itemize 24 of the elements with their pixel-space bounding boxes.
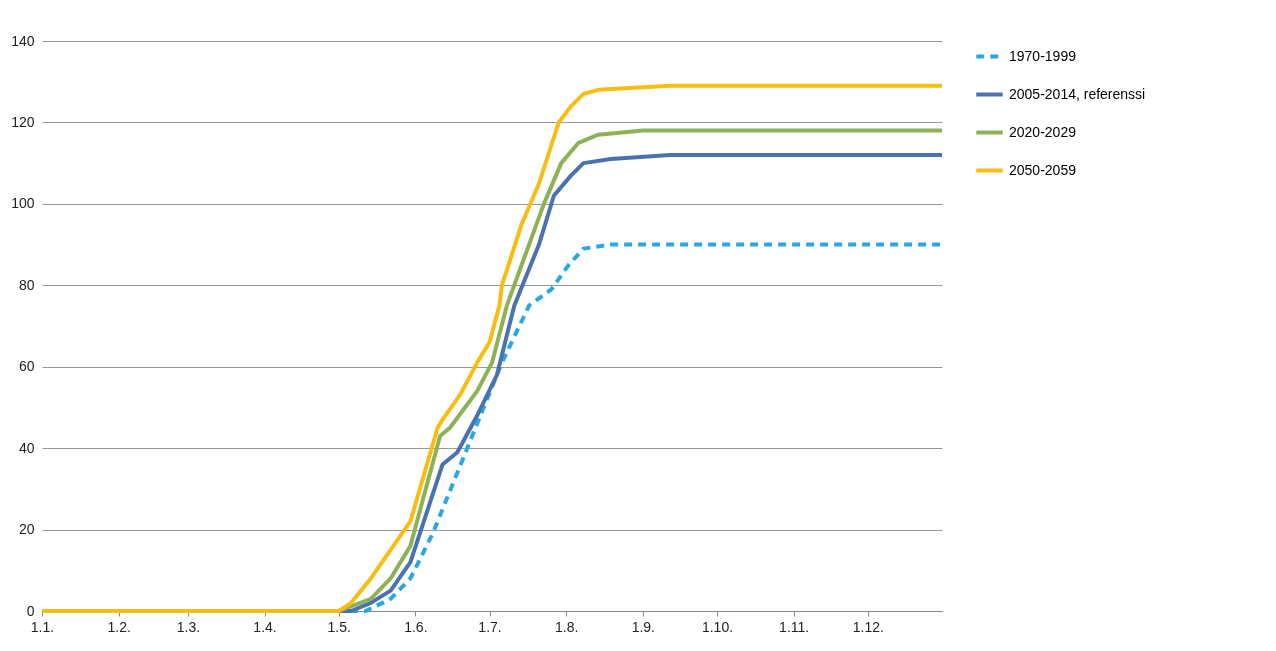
- y-tick-label: 40: [18, 439, 35, 456]
- y-tick-label: 0: [26, 602, 35, 619]
- y-tick-label: 60: [18, 358, 35, 375]
- x-tick-label: 1.6.: [404, 618, 428, 635]
- y-tick-label: 80: [18, 276, 35, 293]
- y-tick-label: 20: [18, 521, 35, 538]
- x-tick-label: 1.8.: [555, 618, 579, 635]
- x-tick-label: 1.2.: [107, 618, 131, 635]
- x-tick-label: 1.3.: [176, 618, 201, 635]
- y-tick-label: 140: [11, 32, 35, 49]
- y-tick-label: 120: [11, 113, 35, 130]
- x-tick-label: 1.11.: [779, 618, 810, 635]
- x-tick-label: 1.5.: [327, 618, 351, 635]
- x-tick-label: 1.10.: [701, 618, 734, 635]
- x-tick-label: 1.4.: [253, 618, 277, 635]
- x-tick-label: 1.1.: [30, 618, 55, 635]
- x-tick-label: 1.9.: [631, 618, 655, 635]
- y-tick-label: 100: [11, 195, 35, 212]
- legend-label: 2050-2059: [1009, 161, 1077, 178]
- legend-label: 2005-2014, referenssi: [1009, 85, 1146, 102]
- x-tick-label: 1.12.: [852, 618, 884, 635]
- legend-label: 2020-2029: [1009, 123, 1077, 140]
- legend-label: 1970-1999: [1009, 47, 1077, 64]
- x-tick-label: 1.7.: [478, 618, 502, 635]
